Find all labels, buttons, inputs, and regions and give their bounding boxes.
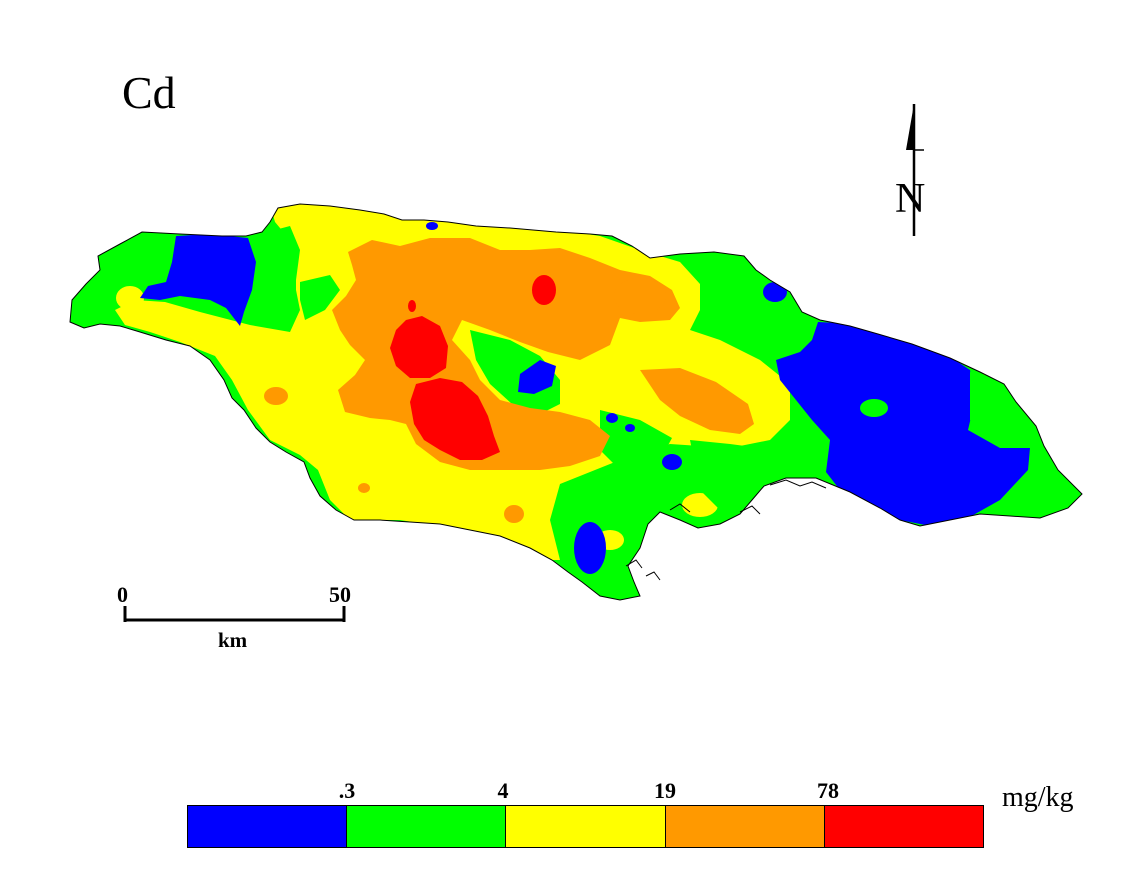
zone-orange [264,387,288,405]
zone-blue [518,360,556,394]
coastal-islets [625,479,827,581]
legend-break-label: .3 [338,778,356,803]
legend-swatch [824,806,984,847]
zone-blue [426,222,438,230]
zone-red [390,316,448,378]
zone-green [246,226,300,310]
map-title: Cd [122,67,176,118]
zone-red [410,378,500,460]
legend-break-label: 78 [817,778,839,803]
legend-swatch [506,806,666,847]
zone-blue [763,282,787,302]
zone-yellow [116,286,144,310]
legend-swatch [665,806,825,847]
zone-green [690,440,770,510]
zone-blue [606,413,618,423]
zone-blue [625,424,635,432]
scale-end-label: 50 [329,582,351,607]
scale-unit-label: km [218,628,248,652]
zone-red [408,300,416,312]
zone-orange [504,505,524,523]
north-arrow-icon: N [895,104,925,236]
zone-blue [662,454,682,470]
zone-red [532,275,556,305]
zone-green [300,275,340,320]
zone-blue [574,522,606,574]
north-label: N [895,176,925,222]
zone-green [970,372,1030,440]
legend-break-label: 19 [654,778,676,803]
jamaica-map [69,203,1083,601]
zone-green [470,330,560,414]
scale-start-label: 0 [117,582,128,607]
legend-break-label: 4 [497,778,509,803]
zone-orange [614,278,666,314]
zone-green [600,410,672,470]
legend-color-bar [187,805,984,848]
zone-blue [140,234,256,326]
scale-bar [123,606,346,622]
zone-blue [776,322,1030,526]
zone-orange [358,483,370,493]
zone-green [860,399,888,417]
legend-swatch [188,806,348,847]
legend-unit-label: mg/kg [1002,782,1074,813]
zone-orange [640,368,754,434]
legend-swatch [347,806,507,847]
